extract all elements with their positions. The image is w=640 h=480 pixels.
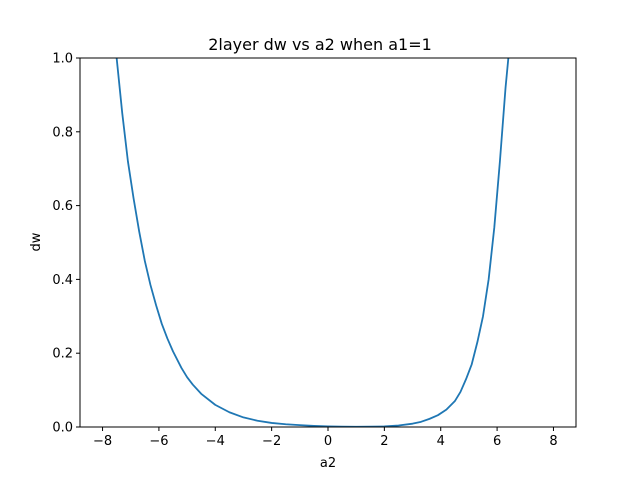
series-line-0	[115, 58, 510, 427]
y-axis-label: dw	[29, 232, 44, 251]
x-tick-label: 2	[380, 434, 388, 449]
y-axis: 0.0 0.2 0.4 0.6 0.8 1.0	[52, 52, 80, 436]
x-tick-label: 0	[324, 434, 332, 449]
y-tick-label: 0.8	[52, 125, 73, 140]
x-axis: −8 −6 −4 −2 0 2 4 6 8	[93, 427, 558, 449]
x-tick-label: −6	[149, 434, 168, 449]
x-tick-label: −8	[93, 434, 112, 449]
x-tick-label: 6	[493, 434, 501, 449]
y-tick-label: 0.6	[52, 199, 73, 214]
x-tick-label: −2	[262, 434, 281, 449]
y-tick-label: 1.0	[52, 52, 73, 67]
chart-title: 2layer dw vs a2 when a1=1	[208, 35, 432, 54]
y-tick-label: 0.4	[52, 273, 73, 288]
y-tick-label: 0.2	[52, 347, 73, 362]
x-axis-label: a2	[320, 456, 336, 471]
y-tick-label: 0.0	[52, 421, 73, 436]
x-tick-label: 4	[437, 434, 445, 449]
x-tick-label: 8	[549, 434, 557, 449]
x-tick-label: −4	[206, 434, 225, 449]
